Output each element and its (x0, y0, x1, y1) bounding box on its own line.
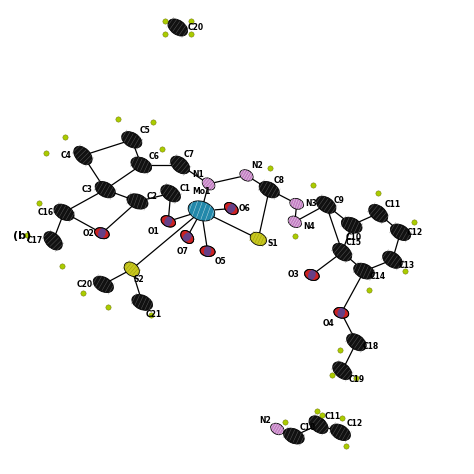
Text: O6: O6 (239, 204, 250, 213)
Ellipse shape (250, 232, 266, 246)
Ellipse shape (44, 232, 62, 250)
Text: C14: C14 (369, 273, 385, 281)
Ellipse shape (182, 232, 192, 242)
Text: O7: O7 (176, 247, 189, 255)
Text: C11: C11 (325, 412, 341, 420)
Text: C15: C15 (346, 238, 362, 247)
Text: C10: C10 (300, 423, 316, 432)
Text: N4: N4 (303, 222, 315, 231)
Ellipse shape (132, 294, 153, 310)
Text: C20: C20 (76, 280, 92, 289)
Text: Mo1: Mo1 (192, 187, 210, 195)
Text: (b): (b) (13, 231, 31, 241)
Text: O1: O1 (147, 228, 159, 236)
Ellipse shape (308, 270, 316, 280)
Text: O4: O4 (322, 319, 334, 328)
Text: C10: C10 (346, 233, 362, 241)
Text: C12: C12 (407, 228, 423, 237)
Ellipse shape (316, 196, 336, 213)
Ellipse shape (283, 428, 304, 444)
Text: N1: N1 (192, 170, 204, 179)
Ellipse shape (259, 182, 279, 198)
Text: C4: C4 (61, 151, 72, 160)
Ellipse shape (369, 204, 388, 222)
Text: C6: C6 (149, 152, 160, 161)
Ellipse shape (309, 416, 328, 434)
Ellipse shape (341, 217, 362, 233)
Ellipse shape (200, 246, 215, 256)
Ellipse shape (171, 156, 190, 174)
Text: N3: N3 (305, 200, 317, 208)
Ellipse shape (354, 263, 374, 279)
Ellipse shape (227, 204, 236, 213)
Ellipse shape (181, 230, 194, 244)
Ellipse shape (288, 216, 301, 228)
Text: C19: C19 (348, 375, 365, 383)
Text: C9: C9 (334, 196, 345, 204)
Text: C3: C3 (82, 185, 92, 194)
Ellipse shape (95, 182, 115, 198)
Text: C16: C16 (38, 208, 54, 217)
Ellipse shape (54, 204, 74, 220)
Ellipse shape (383, 251, 402, 268)
Ellipse shape (168, 19, 188, 36)
Ellipse shape (290, 198, 304, 210)
Text: N2: N2 (251, 162, 263, 170)
Text: S2: S2 (134, 275, 144, 284)
Ellipse shape (330, 424, 350, 440)
Text: C18: C18 (363, 343, 379, 351)
Ellipse shape (333, 243, 352, 261)
Ellipse shape (334, 308, 349, 318)
Text: C17: C17 (27, 237, 43, 245)
Text: O3: O3 (288, 271, 300, 279)
Ellipse shape (127, 194, 148, 209)
Ellipse shape (337, 308, 345, 318)
Ellipse shape (164, 216, 172, 227)
Text: C11: C11 (384, 201, 401, 209)
Text: C8: C8 (273, 176, 284, 184)
Text: S1: S1 (267, 239, 278, 248)
Ellipse shape (95, 228, 109, 239)
Ellipse shape (391, 224, 410, 240)
Ellipse shape (188, 201, 215, 221)
Text: O5: O5 (215, 257, 227, 266)
Text: C2: C2 (146, 192, 157, 201)
Text: C1: C1 (180, 184, 190, 193)
Text: N2: N2 (260, 416, 271, 425)
Ellipse shape (131, 157, 152, 173)
Text: C20: C20 (188, 23, 204, 32)
Text: C5: C5 (140, 126, 150, 135)
Ellipse shape (346, 334, 366, 351)
Text: C12: C12 (346, 419, 363, 428)
Text: C13: C13 (399, 261, 415, 270)
Ellipse shape (161, 216, 175, 227)
Ellipse shape (122, 132, 142, 148)
Ellipse shape (161, 185, 181, 202)
Text: C7: C7 (184, 150, 195, 159)
Ellipse shape (204, 246, 211, 256)
Text: O2: O2 (83, 229, 94, 237)
Ellipse shape (202, 178, 215, 190)
Ellipse shape (271, 423, 284, 435)
Ellipse shape (224, 202, 238, 215)
Ellipse shape (333, 362, 352, 380)
Ellipse shape (240, 170, 253, 181)
Text: C21: C21 (146, 310, 162, 319)
Ellipse shape (98, 228, 106, 238)
Ellipse shape (74, 146, 92, 164)
Ellipse shape (93, 276, 113, 292)
Ellipse shape (124, 262, 139, 276)
Ellipse shape (305, 269, 319, 281)
